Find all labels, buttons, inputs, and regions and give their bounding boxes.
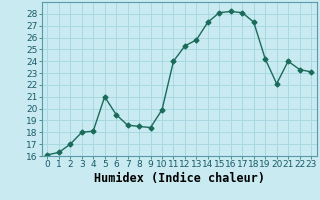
X-axis label: Humidex (Indice chaleur): Humidex (Indice chaleur)	[94, 172, 265, 185]
